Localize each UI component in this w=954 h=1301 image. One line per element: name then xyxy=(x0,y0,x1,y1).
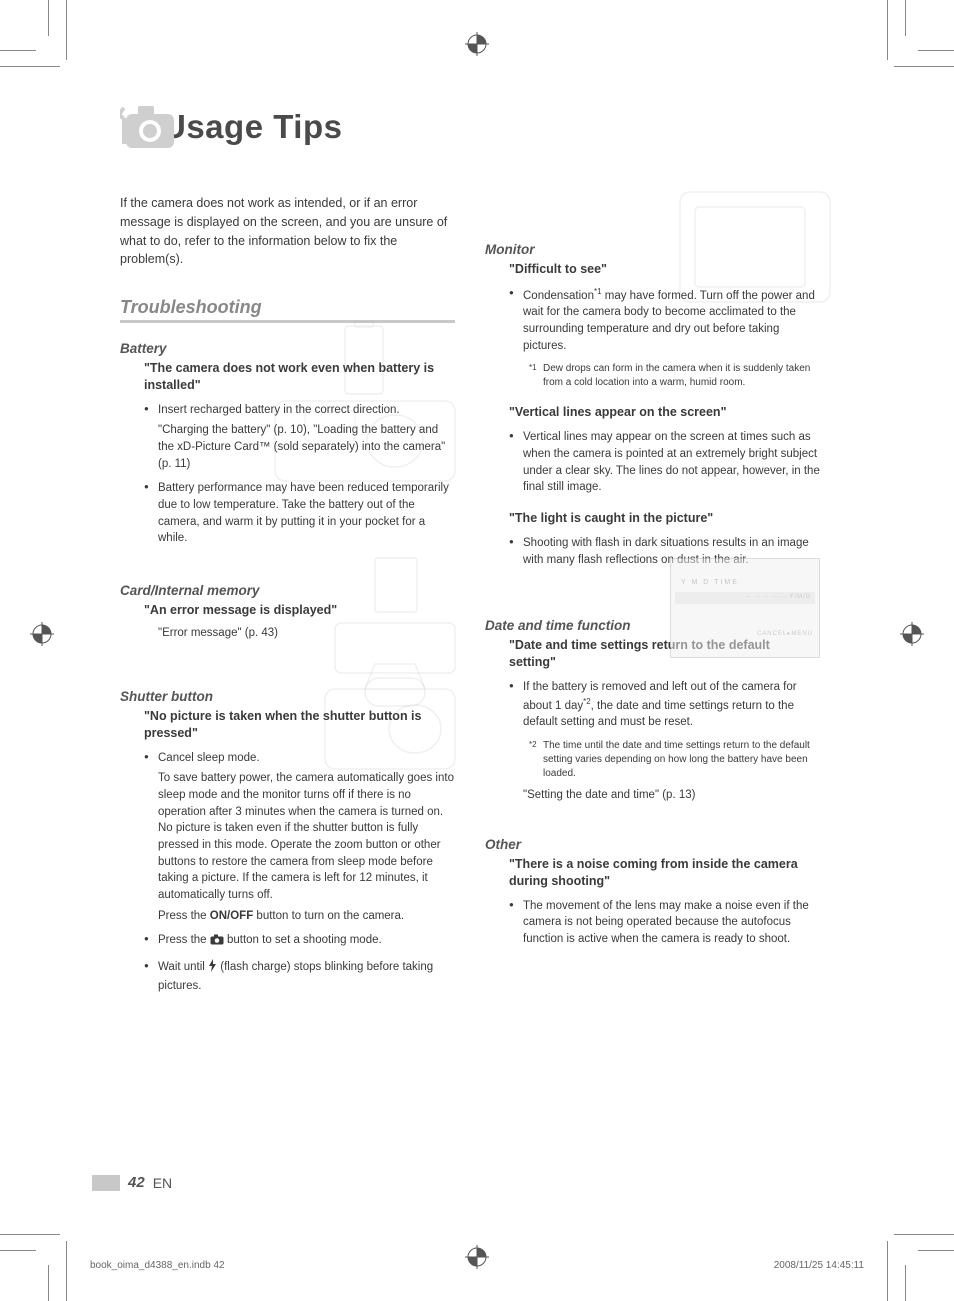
battery-title: Battery xyxy=(120,341,455,356)
crop-mark xyxy=(66,0,67,60)
crop-mark xyxy=(887,1241,888,1301)
camera-mode-icon xyxy=(210,934,224,951)
other-title: Other xyxy=(485,837,820,852)
subsection-datetime: Y M D TIME -- -- -- --:-- Y/M/D CANCEL▸M… xyxy=(485,618,820,801)
left-column: If the camera does not work as intended,… xyxy=(120,194,455,1022)
monitor-footnote-1: *1Dew drops can form in the camera when … xyxy=(529,362,820,390)
page-number: 42 xyxy=(128,1174,145,1191)
shutter-bullet-1: Cancel sleep mode. To save battery power… xyxy=(144,750,455,925)
subsection-shutter: Shutter button "No picture is taken when… xyxy=(120,689,455,994)
crop-mark xyxy=(887,0,888,60)
datetime-screen-illustration: Y M D TIME -- -- -- --:-- Y/M/D CANCEL▸M… xyxy=(670,558,820,658)
monitor-q1: "Difficult to see" xyxy=(509,261,820,278)
crop-mark xyxy=(0,1250,36,1251)
manual-page: Usage Tips If the camera does not work a… xyxy=(0,0,954,1301)
shutter-bullet-2: Press the button to set a shooting mode. xyxy=(144,932,455,951)
crop-mark xyxy=(905,1265,906,1301)
datetime-ref: "Setting the date and time" (p. 13) xyxy=(523,789,820,801)
screen-ymd: Y M D TIME xyxy=(681,579,819,586)
shutter-bullet-3: Wait until (flash charge) stops blinking… xyxy=(144,959,455,994)
monitor-q2-bullet: Vertical lines may appear on the screen … xyxy=(509,429,820,496)
crop-mark xyxy=(894,1234,954,1235)
bullet-text: Cancel sleep mode. xyxy=(158,752,260,764)
battery-bullet-2: Battery performance may have been reduce… xyxy=(144,480,455,547)
monitor-q3: "The light is caught in the picture" xyxy=(509,510,820,527)
crop-mark xyxy=(0,1234,60,1235)
bullet-subtext: Press the ON/OFF button to turn on the c… xyxy=(158,908,455,925)
screen-cancel: CANCEL▸MENU xyxy=(671,630,813,637)
registration-mark-icon xyxy=(898,620,926,648)
subsection-battery: Battery "The camera does not work even w… xyxy=(120,341,455,547)
crop-mark xyxy=(918,50,954,51)
card-ref: "Error message" (p. 43) xyxy=(158,627,455,639)
other-quote: "There is a noise coming from inside the… xyxy=(509,856,820,890)
other-bullet: The movement of the lens may make a nois… xyxy=(509,898,820,948)
shutter-quote: "No picture is taken when the shutter bu… xyxy=(144,708,455,742)
subsection-monitor: Monitor "Difficult to see" Condensation*… xyxy=(485,242,820,568)
screen-bar: -- -- -- --:-- Y/M/D xyxy=(675,592,815,604)
subsection-card: Card/Internal memory "An error message i… xyxy=(120,583,455,639)
page-content: Usage Tips If the camera does not work a… xyxy=(120,100,840,1022)
page-footer: 42 EN xyxy=(92,1174,172,1191)
print-file: book_oima_d4388_en.indb 42 xyxy=(90,1260,225,1271)
bullet-subtext: To save battery power, the camera automa… xyxy=(158,770,455,903)
registration-mark-icon xyxy=(463,30,491,58)
footer-bar xyxy=(92,1175,120,1191)
bullet-text: Insert recharged battery in the correct … xyxy=(158,404,400,416)
crop-mark xyxy=(66,1241,67,1301)
crop-mark xyxy=(905,0,906,36)
card-title: Card/Internal memory xyxy=(120,583,455,598)
camera-chapter-icon xyxy=(120,100,180,154)
bullet-subtext: "Charging the battery" (p. 10), "Loading… xyxy=(158,422,455,472)
crop-mark xyxy=(918,1250,954,1251)
page-title: Usage Tips xyxy=(162,108,342,146)
monitor-q1-bullet: Condensation*1 may have formed. Turn off… xyxy=(509,286,820,355)
page-title-row: Usage Tips xyxy=(120,100,840,154)
right-column: Monitor "Difficult to see" Condensation*… xyxy=(485,194,820,1022)
monitor-title: Monitor xyxy=(485,242,820,257)
print-timestamp: 2008/11/25 14:45:11 xyxy=(774,1260,864,1271)
registration-mark-icon xyxy=(28,620,56,648)
datetime-footnote: *2The time until the date and time setti… xyxy=(529,739,820,781)
section-heading-troubleshooting: Troubleshooting xyxy=(120,297,455,323)
battery-bullet-1: Insert recharged battery in the correct … xyxy=(144,402,455,473)
monitor-q2: "Vertical lines appear on the screen" xyxy=(509,404,820,421)
crop-mark xyxy=(894,66,954,67)
datetime-bullet: If the battery is removed and left out o… xyxy=(509,679,820,731)
crop-mark xyxy=(0,66,60,67)
on-off-label: ON/OFF xyxy=(210,910,253,922)
crop-mark xyxy=(48,1265,49,1301)
intro-paragraph: If the camera does not work as intended,… xyxy=(120,194,455,269)
flash-icon xyxy=(208,959,217,978)
subsection-other: Other "There is a noise coming from insi… xyxy=(485,837,820,948)
page-lang: EN xyxy=(153,1175,172,1191)
crop-mark xyxy=(0,50,36,51)
crop-mark xyxy=(48,0,49,36)
battery-quote: "The camera does not work even when batt… xyxy=(144,360,455,394)
card-quote: "An error message is displayed" xyxy=(144,602,455,619)
print-metadata: book_oima_d4388_en.indb 42 2008/11/25 14… xyxy=(90,1260,864,1271)
shutter-title: Shutter button xyxy=(120,689,455,704)
